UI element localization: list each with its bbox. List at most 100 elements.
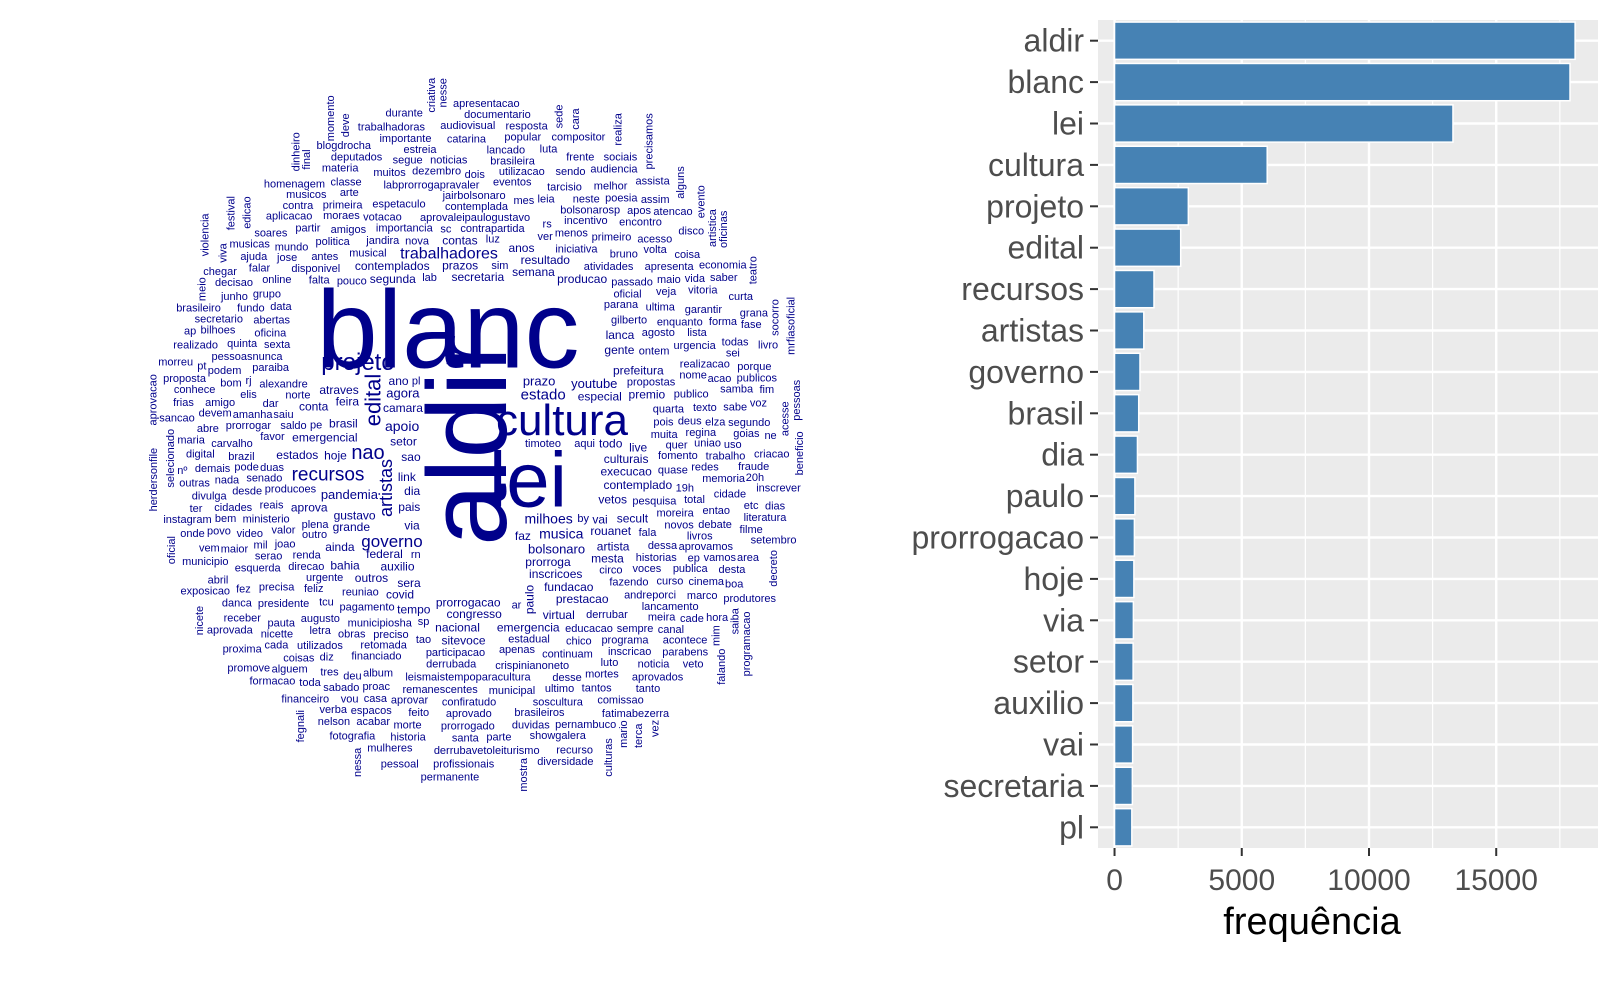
- cloud-word: youtube: [571, 376, 617, 391]
- cloud-word: selecionado: [165, 429, 177, 488]
- cloud-word: financiado: [351, 651, 401, 663]
- cloud-word: acontece: [663, 635, 708, 647]
- cloud-word: coisa: [674, 249, 701, 261]
- cloud-word: arte: [340, 187, 359, 199]
- cloud-word: aqui: [574, 438, 595, 450]
- cloud-word: outro: [302, 529, 327, 541]
- cloud-word: mostra: [518, 757, 530, 792]
- cloud-word: bolsonaro: [528, 541, 585, 556]
- cloud-word: dar: [263, 398, 279, 410]
- cloud-word: fez: [236, 584, 251, 596]
- cloud-word: morte: [393, 720, 421, 732]
- cloud-word: paraiba: [252, 362, 290, 374]
- y-tick-label: setor: [1013, 644, 1084, 680]
- cloud-word: elza: [705, 416, 726, 428]
- cloud-word: by: [577, 513, 589, 525]
- cloud-word: plena: [302, 519, 330, 531]
- cloud-word: durante: [386, 107, 423, 119]
- bar-governo: [1113, 352, 1141, 392]
- cloud-word: remanescentes: [403, 684, 479, 696]
- cloud-word: sp: [418, 616, 430, 628]
- cloud-word: partir: [295, 223, 320, 235]
- bar-projeto: [1113, 186, 1190, 226]
- cloud-word: dezembro: [412, 166, 461, 178]
- cloud-word: atencao: [653, 206, 692, 218]
- cloud-word: pl: [412, 376, 421, 388]
- cloud-word: artista: [597, 539, 630, 553]
- cloud-word: rouanet: [590, 524, 631, 538]
- cloud-word: profissionais: [433, 759, 495, 771]
- y-tick-label: auxilio: [993, 685, 1084, 721]
- cloud-word: economia: [699, 260, 748, 272]
- cloud-word: assista: [635, 175, 670, 187]
- cloud-word: catarina: [447, 133, 487, 145]
- cloud-word: oficial: [613, 288, 641, 300]
- cloud-word: quer: [666, 440, 688, 452]
- cloud-word: porque: [737, 361, 771, 373]
- cloud-word: pt: [197, 360, 206, 372]
- cloud-word: data: [270, 301, 292, 313]
- cloud-word: memoria: [702, 473, 746, 485]
- cloud-word: toda: [299, 677, 321, 689]
- cloud-word: passado: [611, 277, 653, 289]
- cloud-word: musicas: [230, 238, 271, 250]
- cloud-word: inscrever: [756, 483, 801, 495]
- cloud-word: rs: [543, 218, 553, 230]
- cloud-word: pouco: [337, 275, 367, 287]
- cloud-word: participacao: [426, 647, 485, 659]
- cloud-word: esquerda: [235, 562, 282, 574]
- cloud-word: resposta: [506, 120, 549, 132]
- cloud-word: promove: [227, 662, 270, 674]
- cloud-word: total: [684, 494, 705, 506]
- cloud-word: ultima: [646, 302, 676, 314]
- cloud-word: publica: [673, 563, 709, 575]
- cloud-word: crispinianoneto: [495, 660, 569, 672]
- bar-via: [1113, 600, 1135, 640]
- cloud-word: abril: [208, 574, 229, 586]
- cloud-word: quinta: [227, 338, 258, 350]
- y-tick-label: cultura: [988, 147, 1084, 183]
- cloud-word: final: [301, 149, 313, 169]
- cloud-word: neste: [573, 193, 600, 205]
- cloud-word: espetaculo: [372, 199, 425, 211]
- cloud-word: virtual: [543, 608, 575, 622]
- cloud-word: trabalho: [706, 450, 746, 462]
- cloud-word: bahia: [330, 558, 360, 572]
- cloud-word: aprovar: [391, 694, 429, 706]
- cloud-word: sempre: [617, 623, 654, 635]
- cloud-word: noticia: [638, 659, 671, 671]
- cloud-word: historias: [636, 552, 677, 564]
- cloud-word: violencia: [200, 213, 212, 257]
- cloud-word: sabado: [323, 682, 359, 694]
- cloud-word: utilizados: [297, 640, 343, 652]
- cloud-word: sede: [554, 105, 566, 129]
- bar-dia: [1113, 435, 1139, 475]
- cloud-word: sexta: [264, 339, 291, 351]
- cloud-word: inscricoes: [529, 567, 582, 581]
- cloud-word: alexandre: [259, 378, 307, 390]
- cloud-word: disponivel: [291, 263, 340, 275]
- cloud-word: verba: [319, 704, 347, 716]
- cloud-word: aplicacao: [266, 210, 312, 222]
- cloud-word: vamos: [704, 552, 737, 564]
- cloud-word: veja: [656, 286, 677, 298]
- cloud-word: aprovados: [632, 671, 684, 683]
- cloud-word: pessoasnunca: [212, 351, 284, 363]
- cloud-word: apresenta: [645, 261, 695, 273]
- cloud-word: realizado: [173, 340, 218, 352]
- cloud-word: moreira: [656, 508, 694, 520]
- cloud-word: curso: [656, 576, 683, 588]
- cloud-word: frente: [566, 151, 594, 163]
- cloud-word: desde: [232, 485, 262, 497]
- cloud-word: amigo: [205, 397, 235, 409]
- cloud-word: jose: [276, 252, 297, 264]
- cloud-word: setor: [390, 435, 417, 449]
- cloud-word: mil: [254, 539, 268, 551]
- cloud-word: inscricao: [608, 646, 651, 658]
- cloud-word: devem: [199, 408, 232, 420]
- cloud-word: artistica: [707, 208, 719, 247]
- cloud-word: recursos: [292, 464, 365, 485]
- cloud-word: festival: [225, 196, 237, 230]
- cloud-word: voces: [633, 563, 662, 575]
